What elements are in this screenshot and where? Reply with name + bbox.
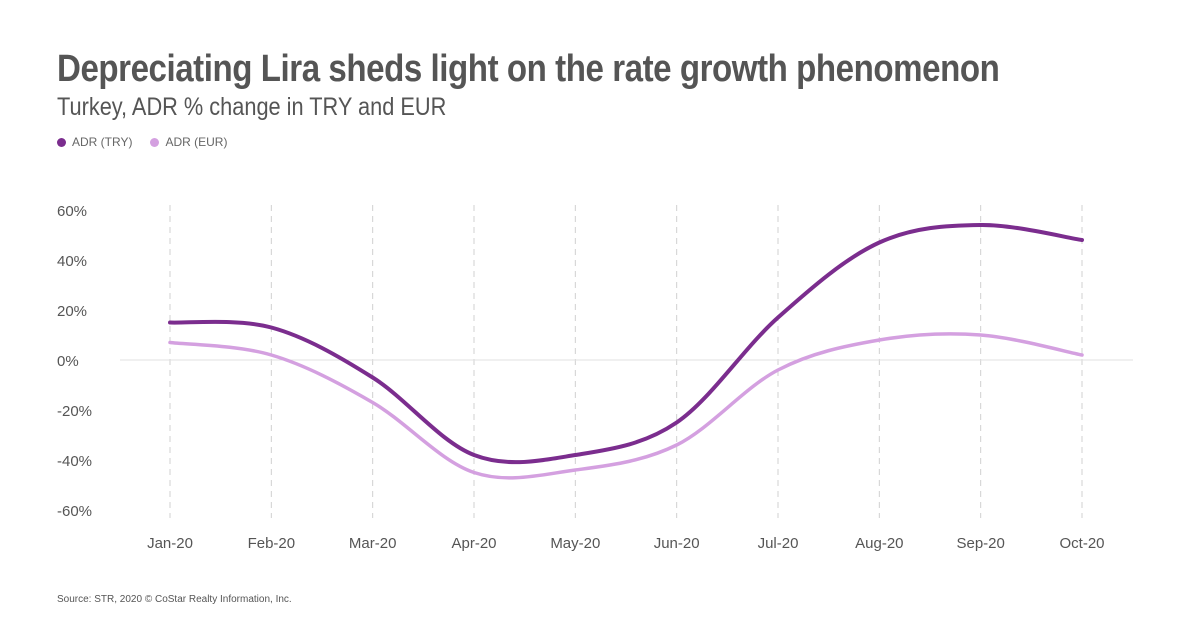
x-tick-label: May-20 <box>550 535 600 552</box>
data-point-eur <box>877 338 881 342</box>
source-note: Source: STR, 2020 © CoStar Realty Inform… <box>57 594 292 605</box>
data-point-try <box>979 223 983 227</box>
data-point-eur <box>979 333 983 337</box>
data-point-eur <box>269 353 273 357</box>
legend-marker-eur <box>150 137 160 147</box>
x-tick-label: Jul-20 <box>758 535 799 552</box>
data-point-try <box>472 453 476 457</box>
y-tick-label: 20% <box>57 303 87 320</box>
y-tick-label: 40% <box>57 253 87 270</box>
x-tick-label: Jun-20 <box>654 535 700 552</box>
x-tick-label: Feb-20 <box>248 535 296 552</box>
data-point-eur <box>472 471 476 475</box>
legend-label-eur: ADR (EUR) <box>165 135 228 149</box>
data-point-try <box>573 453 577 457</box>
data-point-try <box>776 316 780 320</box>
y-tick-label: 0% <box>57 353 79 370</box>
x-tick-label: Apr-20 <box>451 535 496 552</box>
x-tick-label: Aug-20 <box>855 535 903 552</box>
x-tick-label: Jan-20 <box>147 535 193 552</box>
series-line-try <box>168 222 1084 465</box>
data-point-eur <box>675 443 679 447</box>
legend-marker-try <box>57 137 66 147</box>
x-tick-label: Sep-20 <box>956 535 1004 552</box>
x-tick-label: Oct-20 <box>1059 535 1104 552</box>
legend: ADR (TRY) ADR (EUR) <box>57 135 245 149</box>
series-line-eur <box>168 332 1084 480</box>
data-point-eur <box>371 401 375 405</box>
data-point-try <box>269 326 273 330</box>
data-point-try <box>1080 238 1084 242</box>
chart-title: Depreciating Lira sheds light on the rat… <box>57 48 1000 90</box>
data-point-try <box>371 376 375 380</box>
data-point-eur <box>1080 353 1084 357</box>
chart-subtitle: Turkey, ADR % change in TRY and EUR <box>57 93 447 121</box>
data-point-try <box>877 241 881 245</box>
y-tick-label: -40% <box>57 453 92 470</box>
legend-item-eur: ADR (EUR) <box>150 135 227 149</box>
y-tick-label: -60% <box>57 503 92 520</box>
data-point-try <box>675 421 679 425</box>
y-tick-label: -20% <box>57 403 92 420</box>
data-point-eur <box>573 468 577 472</box>
x-tick-label: Mar-20 <box>349 535 397 552</box>
legend-item-try: ADR (TRY) <box>57 135 132 149</box>
data-point-eur <box>168 341 172 345</box>
data-point-eur <box>776 368 780 372</box>
data-point-try <box>168 321 172 325</box>
y-tick-label: 60% <box>57 203 87 220</box>
legend-label-try: ADR (TRY) <box>72 135 133 149</box>
